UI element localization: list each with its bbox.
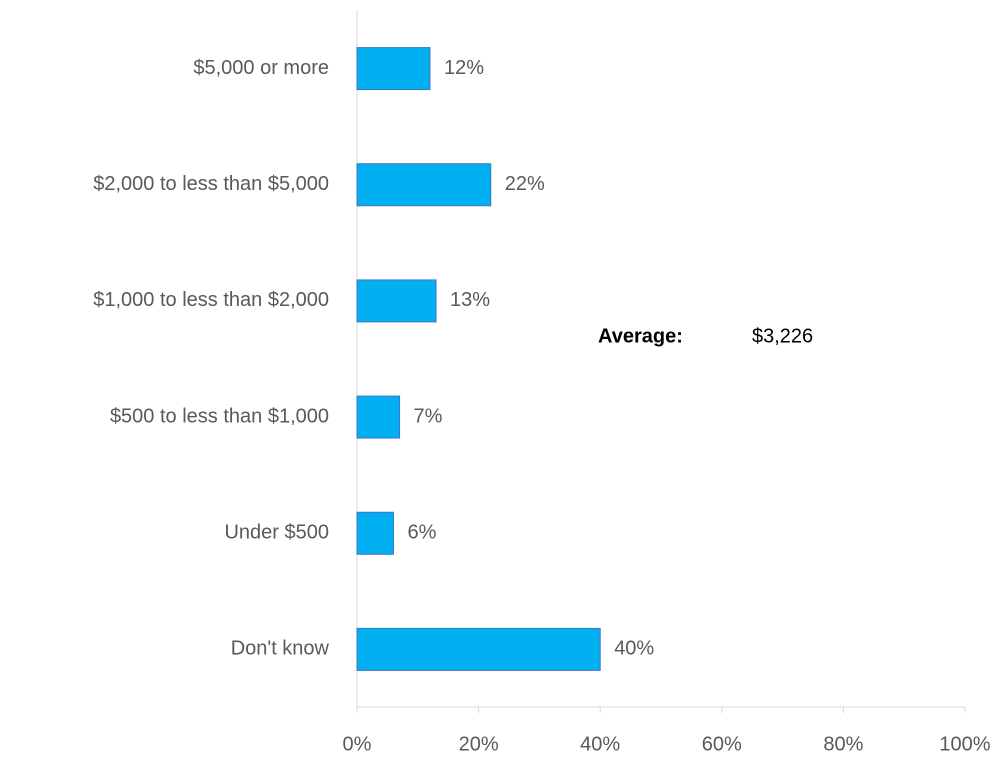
x-tick-label: 40% (580, 733, 620, 755)
x-tick-label: 100% (939, 733, 990, 755)
value-label: 13% (450, 289, 490, 311)
x-tick-label: 80% (823, 733, 863, 755)
y-tick-label: $5,000 or more (193, 57, 329, 79)
annotation-value: $3,226 (752, 325, 813, 347)
y-tick-label: $500 to less than $1,000 (110, 405, 329, 427)
bar (356, 47, 431, 91)
value-label: 12% (444, 57, 484, 79)
value-label: 40% (614, 638, 654, 660)
y-tick-label: $1,000 to less than $2,000 (93, 289, 329, 311)
value-label: 6% (407, 522, 436, 544)
annotation-label: Average: (598, 325, 683, 347)
x-tick-label: 20% (459, 733, 499, 755)
bar (356, 395, 401, 439)
y-tick-label: Don't know (231, 638, 330, 660)
y-tick-label: Under $500 (224, 522, 329, 544)
value-label: 7% (414, 405, 443, 427)
x-tick-label: 0% (343, 733, 372, 755)
bar (356, 511, 394, 555)
bar (356, 163, 492, 207)
y-tick-label: $2,000 to less than $5,000 (93, 173, 329, 195)
bar (356, 627, 601, 671)
bar (356, 279, 437, 323)
value-label: 22% (505, 173, 545, 195)
x-tick-label: 60% (702, 733, 742, 755)
